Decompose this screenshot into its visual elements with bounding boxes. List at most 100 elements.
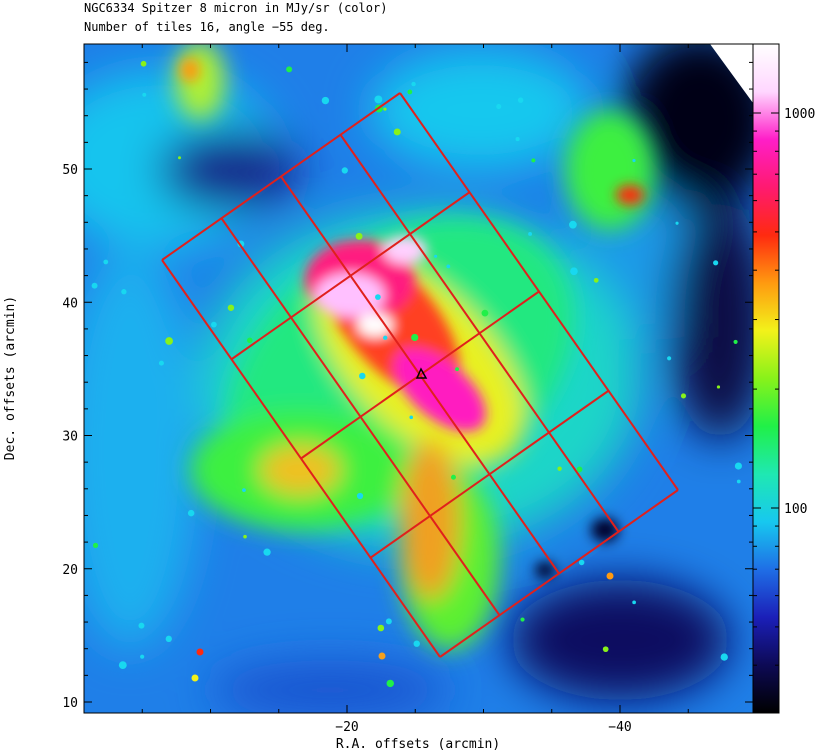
point-source: [409, 415, 414, 420]
point-source: [386, 679, 394, 688]
y-tick-label: 20: [62, 563, 78, 578]
point-source: [675, 221, 679, 225]
colorbar-ticks: 1000 100: [753, 107, 815, 666]
y-tick-label: 10: [62, 696, 78, 711]
point-sources: [91, 60, 742, 688]
colorbar-tick-label: 1000: [784, 107, 815, 122]
point-source: [720, 653, 728, 661]
point-source: [383, 335, 388, 340]
x-tick-label: −20: [335, 720, 358, 735]
point-source: [92, 542, 99, 548]
point-source: [411, 333, 419, 342]
point-source: [713, 260, 719, 266]
y-tick-label: 50: [62, 163, 78, 178]
center-marker: [415, 367, 428, 379]
point-source: [557, 466, 562, 471]
point-source: [434, 254, 438, 258]
point-source: [165, 635, 172, 642]
x-tick-label: −40: [608, 720, 631, 735]
point-source: [263, 548, 271, 556]
point-source: [576, 466, 583, 473]
point-source: [411, 81, 416, 87]
point-source: [393, 128, 401, 136]
point-source: [247, 337, 253, 344]
point-source: [569, 220, 577, 229]
point-source: [341, 167, 348, 174]
point-source: [496, 104, 502, 110]
point-source: [374, 95, 383, 104]
colorbar-tick-label: 100: [784, 502, 807, 517]
point-source: [138, 622, 145, 629]
point-source: [515, 137, 520, 142]
point-source: [528, 232, 533, 236]
point-source: [481, 309, 489, 317]
tile-edge: [220, 217, 501, 616]
point-source: [446, 264, 451, 269]
point-source: [520, 617, 525, 622]
point-source: [243, 534, 247, 539]
y-tick-label: 30: [62, 430, 78, 445]
point-source: [211, 321, 217, 328]
point-source: [455, 367, 460, 372]
point-source: [187, 509, 195, 517]
point-source: [242, 488, 246, 493]
point-source: [355, 232, 363, 240]
colorbar: [752, 43, 780, 714]
point-source: [356, 492, 364, 500]
point-source: [91, 282, 98, 289]
tile-edge: [161, 259, 441, 658]
point-source: [140, 60, 147, 67]
point-source: [158, 360, 164, 366]
emission-map: [84, 44, 753, 713]
point-source: [375, 294, 381, 300]
point-source: [191, 674, 199, 682]
point-source: [286, 66, 293, 73]
point-source: [165, 337, 173, 345]
x-axis-label: R.A. offsets (arcmin): [336, 737, 500, 752]
point-source: [140, 654, 145, 659]
point-source: [531, 158, 536, 163]
point-source: [517, 97, 524, 103]
tile-edge: [339, 134, 620, 533]
y-tick-label: 40: [62, 296, 78, 311]
point-source: [451, 474, 456, 480]
no-data-corner: [710, 44, 753, 103]
point-source: [733, 339, 738, 344]
point-source: [602, 646, 609, 653]
point-source: [734, 462, 742, 470]
point-source: [413, 640, 420, 647]
point-source: [593, 277, 599, 283]
point-source: [716, 385, 721, 389]
point-source: [385, 618, 392, 625]
point-source: [680, 393, 687, 399]
point-source: [142, 92, 147, 97]
tile-edge: [280, 175, 560, 575]
point-source: [570, 267, 578, 276]
point-source: [118, 661, 127, 670]
point-source: [606, 572, 614, 580]
y-axis: 10 20 30 40 50: [62, 61, 753, 711]
tile-grid: [161, 92, 679, 658]
x-axis: −20 −40: [141, 44, 689, 735]
point-source: [378, 652, 386, 660]
point-source: [736, 479, 741, 484]
y-axis-label: Dec. offsets (arcmin): [3, 296, 18, 460]
point-source: [578, 559, 585, 566]
point-source: [667, 356, 672, 361]
tile-edge: [399, 92, 679, 491]
point-source: [196, 648, 204, 656]
point-source: [632, 600, 636, 605]
point-source: [407, 89, 413, 95]
image-title: NGC6334 Spitzer 8 micron in MJy/sr (colo…: [84, 1, 388, 15]
point-source: [632, 158, 636, 163]
point-source: [227, 304, 235, 311]
point-source: [121, 289, 127, 295]
image-subtitle: Number of tiles 16, angle −55 deg.: [84, 20, 330, 34]
point-source: [359, 372, 366, 380]
point-source: [178, 156, 182, 160]
point-source: [321, 96, 330, 105]
point-source: [383, 107, 387, 111]
point-source: [377, 624, 385, 632]
point-source: [103, 259, 109, 265]
